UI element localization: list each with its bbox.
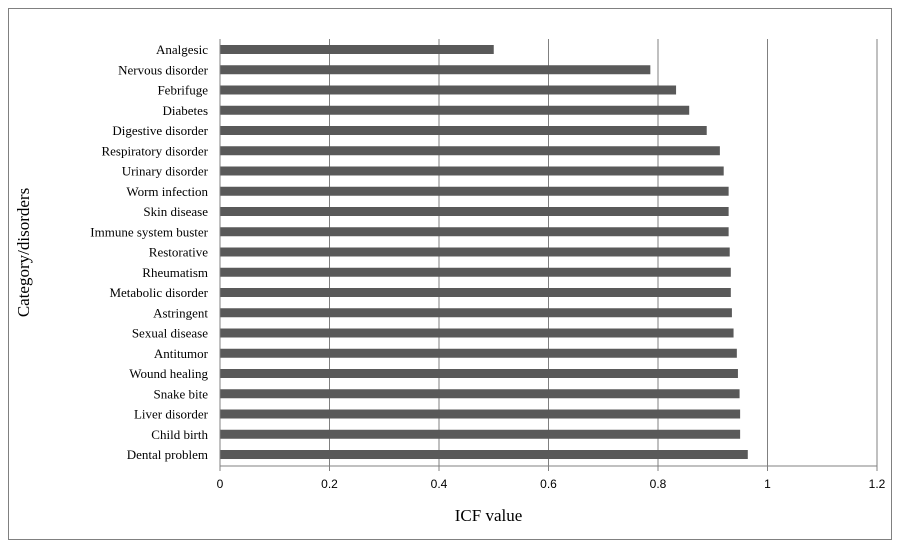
category-label: Antitumor xyxy=(154,346,209,361)
bar xyxy=(220,85,677,95)
bar xyxy=(220,267,731,277)
bar xyxy=(220,207,729,216)
category-label: Nervous disorder xyxy=(118,62,209,77)
icf-bar-chart: 0 0.2 0.4 0.6 0.8 1 1.2 Analgesic Nervous disor… xyxy=(14,39,886,525)
category-label: Skin disease xyxy=(143,204,208,219)
category-label: Child birth xyxy=(151,427,208,442)
bar xyxy=(220,369,738,378)
bar xyxy=(220,409,741,419)
bar xyxy=(220,166,724,176)
category-label: Sexual disease xyxy=(132,326,208,341)
category-label: Liver disorder xyxy=(134,407,209,422)
category-label: Astringent xyxy=(153,305,208,320)
bar xyxy=(220,186,729,196)
category-label: Snake bite xyxy=(153,386,208,401)
bars xyxy=(220,45,748,459)
category-label: Urinary disorder xyxy=(122,164,209,179)
chart-frame: 0 0.2 0.4 0.6 0.8 1 1.2 Analgesic Nervous disor… xyxy=(8,8,892,540)
bar xyxy=(220,105,690,115)
x-tick-label: 0.2 xyxy=(321,477,338,491)
x-tick-label: 0.4 xyxy=(431,477,448,491)
category-label: Wound healing xyxy=(129,366,208,381)
bar xyxy=(220,389,740,399)
category-label: Diabetes xyxy=(163,103,208,118)
category-label: Restorative xyxy=(149,245,208,260)
category-label: Worm infection xyxy=(126,184,208,199)
x-tick-label: 1 xyxy=(764,477,771,491)
x-axis-title: ICF value xyxy=(455,506,523,525)
bar xyxy=(220,348,737,358)
x-tick-label: 0 xyxy=(217,477,224,491)
x-tick-label: 0.8 xyxy=(650,477,667,491)
category-label: Rheumatism xyxy=(142,265,208,280)
x-tick-label: 0.6 xyxy=(540,477,557,491)
bar xyxy=(220,308,732,318)
bar xyxy=(220,288,731,297)
x-tick-label: 1.2 xyxy=(869,477,886,491)
category-label: Febrifuge xyxy=(157,83,208,98)
category-label: Immune system buster xyxy=(90,224,208,239)
bar xyxy=(220,450,748,459)
bar xyxy=(220,247,730,257)
category-label: Analgesic xyxy=(156,42,208,57)
category-label: Respiratory disorder xyxy=(101,143,208,158)
bar xyxy=(220,65,651,75)
axes xyxy=(219,39,877,467)
category-label: Dental problem xyxy=(127,447,208,462)
bar xyxy=(220,328,734,338)
y-axis-title: Category/disorders xyxy=(14,188,33,317)
category-label: Metabolic disorder xyxy=(109,285,208,300)
x-tick-labels: 0 0.2 0.4 0.6 0.8 1 1.2 xyxy=(217,477,886,491)
bar xyxy=(220,429,741,439)
bar xyxy=(220,126,707,135)
bar xyxy=(220,146,720,156)
category-labels: Analgesic Nervous disorder Febrifuge Diabet… xyxy=(90,42,208,462)
bar xyxy=(220,227,729,237)
category-label: Digestive disorder xyxy=(112,123,208,138)
bar xyxy=(220,45,494,54)
